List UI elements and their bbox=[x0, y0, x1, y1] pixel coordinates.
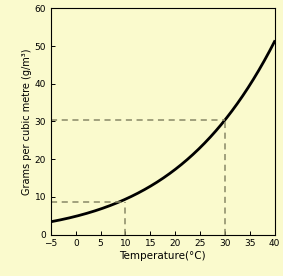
Y-axis label: Grams per cubic metre (g/m³): Grams per cubic metre (g/m³) bbox=[22, 48, 32, 195]
X-axis label: Temperature(°C): Temperature(°C) bbox=[119, 251, 206, 261]
